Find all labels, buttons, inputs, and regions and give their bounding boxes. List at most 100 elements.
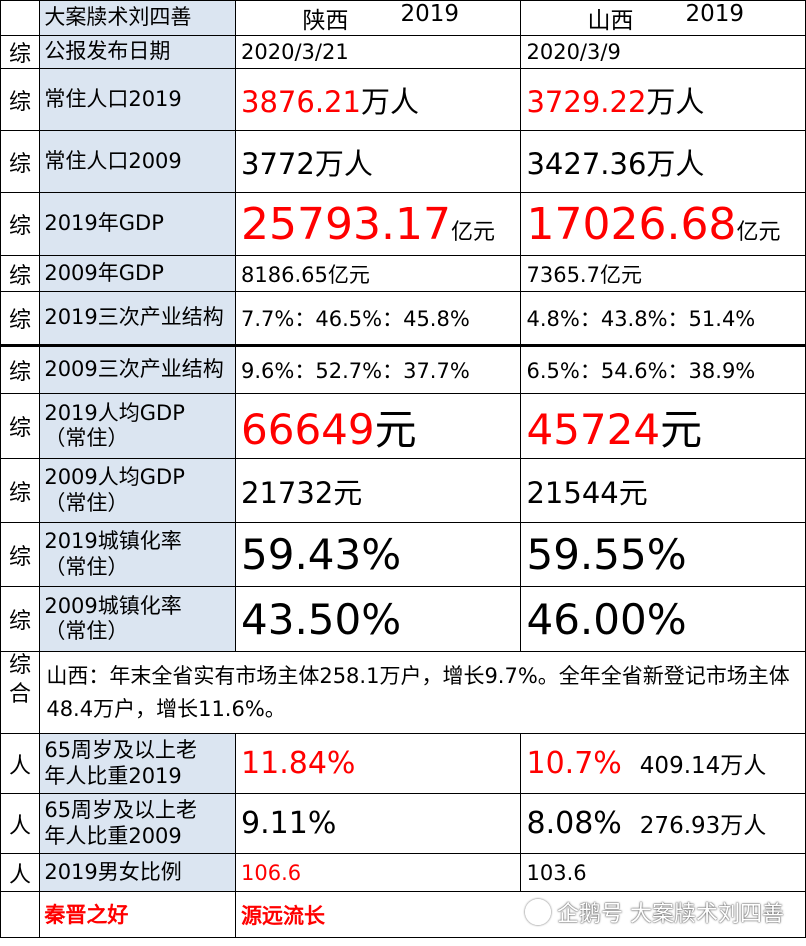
shaanxi-unit: 万人 [360,84,419,119]
shaanxi-unit: 元 [374,404,417,454]
row-tag: 综 [0,522,41,587]
row-label: 2009年GDP [39,255,237,292]
shaanxi-value: 3772万人 [235,130,522,193]
shanxi-number: 17026.68 [526,198,737,250]
table-row: 人 65周岁及以上老 年人比重2009 9.11% 8.08% 276.93万人 [0,793,806,854]
row-label-line1: 2009城镇化率 [44,593,182,618]
row-label: 65周岁及以上老 年人比重2009 [39,793,237,854]
shanxi-value: 59.55% [520,522,806,587]
table-row: 综 2009三次产业结构 9.6%：52.7%：37.7% 6.5%：54.6%… [0,344,806,394]
shanxi-value: 3729.22万人 [520,68,806,131]
shanxi-value: 3427.36万人 [520,130,806,193]
row-label: 2009三次产业结构 [39,344,237,394]
shanxi-value: 21544元 [520,458,806,523]
shanxi-number: 10.7% [526,746,622,781]
watermark-text: 企鹅号 大案牍术刘四善 [557,902,784,927]
shanxi-unit: 万人 [646,84,705,119]
shaanxi-value: 3876.21万人 [235,68,522,131]
shaanxi-value: 21732元 [235,458,522,523]
shaanxi-value: 2020/3/21 [235,35,522,69]
header-shaanxi: 陕西 2019 [235,0,522,36]
table-row: 综 2009年GDP 8186.65亿元 7365.7亿元 [0,255,806,292]
shanxi-number: 8.08% [526,806,622,841]
row-tag: 综 [0,344,41,394]
shaanxi-name: 陕西 [302,8,349,34]
note-row: 综合 山西：年末全省实有市场主体258.1万户，增长9.7%。全年全省新登记市场… [0,651,806,734]
shanxi-unit: 元 [660,404,703,454]
footer-corner [0,891,41,938]
row-tag: 综 [0,130,41,193]
row-label-line2: （常住） [44,554,129,579]
row-tag: 综 [0,586,41,652]
row-tag: 综 [0,291,41,346]
footer-left: 秦晋之好 [39,891,237,938]
penguin-icon [525,899,551,925]
shaanxi-value: 9.11% [235,793,522,854]
row-tag: 人 [0,793,41,854]
row-label: 2019人均GDP （常住） [39,393,237,459]
shanxi-value: 4.8%：43.8%：51.4% [520,291,806,346]
row-tag: 综 [0,255,41,292]
row-label-line2: 年人比重2019 [44,763,182,788]
row-tag: 综 [0,192,41,256]
shanxi-number: 3729.22 [526,84,647,119]
shanxi-sub-value: 276.93万人 [639,813,767,839]
row-label-line1: 2019人均GDP [44,400,185,425]
row-label: 2019男女比例 [39,853,237,892]
row-label-line1: 65周岁及以上老 [44,738,198,763]
shanxi-value: 10.7% 409.14万人 [520,733,806,794]
row-label-line2: （常住） [44,619,129,643]
row-label: 2019年GDP [39,192,237,256]
shaanxi-year: 2019 [400,1,460,28]
row-tag: 人 [0,733,41,794]
shaanxi-value: 25793.17亿元 [235,192,522,256]
table-row: 综 2019年GDP 25793.17亿元 17026.68亿元 [0,192,806,256]
shanxi-value: 2020/3/9 [520,35,806,69]
shanxi-value: 45724元 [520,393,806,459]
shaanxi-unit: 亿元 [450,219,495,245]
shaanxi-value: 8186.65亿元 [235,255,522,292]
shanxi-year: 2019 [685,1,745,28]
footer-middle: 源远流长 [235,891,521,938]
footer-row: 秦晋之好 源远流长 [0,891,806,938]
header-row: 大案牍术刘四善 陕西 2019 山西 2019 [0,0,806,36]
shaanxi-value: 59.43% [235,522,522,587]
row-label-line2: （常住） [44,490,129,515]
row-label: 2009城镇化率 （常住） [39,586,237,652]
row-label-line2: （常住） [44,426,129,450]
table-row: 综 2009人均GDP （常住） 21732元 21544元 [0,458,806,523]
table-row: 综 公报发布日期 2020/3/21 2020/3/9 [0,35,806,69]
table-row: 人 2019男女比例 106.6 103.6 [0,853,806,892]
shaanxi-value: 106.6 [235,853,522,892]
watermark: 企鹅号 大案牍术刘四善 [525,896,784,928]
row-label-line1: 2019城镇化率 [44,529,182,554]
shanxi-number: 45724 [526,404,661,454]
row-label: 2019城镇化率 （常住） [39,522,237,587]
row-label: 2009人均GDP （常住） [39,458,237,523]
shaanxi-value: 9.6%：52.7%：37.7% [235,344,522,394]
header-corner [0,0,41,36]
shanxi-unit: 亿元 [736,219,781,245]
row-label: 公报发布日期 [39,35,237,69]
header-shanxi: 山西 2019 [520,0,806,36]
row-tag: 综 [0,458,41,523]
shanxi-value: 8.08% 276.93万人 [520,793,806,854]
row-label: 65周岁及以上老 年人比重2019 [39,733,237,794]
row-label: 常住人口2009 [39,130,237,193]
row-label-line2: 年人比重2009 [44,823,182,848]
shaanxi-value: 11.84% [235,733,522,794]
table-row: 人 65周岁及以上老 年人比重2019 11.84% 10.7% 409.14万人 [0,733,806,794]
row-tag: 综 [0,35,41,69]
row-label-line1: 2009人均GDP [44,465,185,490]
row-tag: 综 [0,393,41,459]
shaanxi-value: 7.7%：46.5%：45.8% [235,291,522,346]
shanxi-value: 46.00% [520,586,806,652]
table-row: 综 常住人口2009 3772万人 3427.36万人 [0,130,806,193]
table-row: 综 2019城镇化率 （常住） 59.43% 59.55% [0,522,806,587]
note-text: 山西：年末全省实有市场主体258.1万户，增长9.7%。全年全省新登记市场主体4… [39,651,806,734]
table-title: 大案牍术刘四善 [39,0,237,36]
table-row: 综 2019人均GDP （常住） 66649元 45724元 [0,393,806,459]
shanxi-name: 山西 [587,8,634,34]
row-label-line1: 65周岁及以上老 [44,798,198,823]
